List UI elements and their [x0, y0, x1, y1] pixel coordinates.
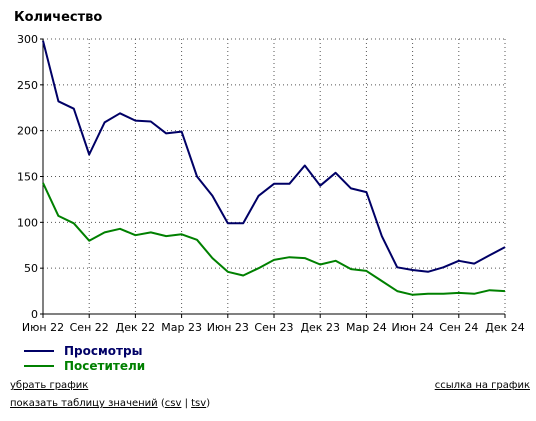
table-links: показать таблицу значений (csv | tsv)	[10, 398, 210, 409]
paren-open: (	[160, 398, 165, 409]
line-chart: 0 50 100 150 200 250 300 Июн 22 Сен 22 Дек 22 Мар …	[17, 33, 525, 334]
y-tick-label: 300	[17, 33, 38, 46]
paren-close: )	[206, 398, 211, 409]
x-tick-label: Июн 24	[392, 321, 434, 334]
y-tick-label: 100	[17, 216, 38, 229]
y-tick-label: 150	[17, 171, 38, 184]
chart-legend: Просмотры Посетители	[24, 343, 145, 373]
x-tick-label: Сен 22	[70, 321, 109, 334]
x-tick-label: Сен 23	[254, 321, 293, 334]
legend-swatch-views	[24, 349, 54, 352]
x-tick-label: Сен 24	[439, 321, 478, 334]
link-separator: |	[181, 398, 192, 409]
legend-label-visitors: Посетители	[64, 358, 146, 373]
y-tick-label: 0	[31, 308, 38, 321]
chart-title: Количество	[14, 10, 103, 25]
series-line-0	[42, 40, 506, 273]
x-tick-label: Июн 23	[207, 321, 249, 334]
x-tick-label: Дек 22	[116, 321, 156, 334]
x-tick-label: Июн 22	[22, 321, 64, 334]
x-tick-label: Дек 23	[300, 321, 340, 334]
y-tick-label: 50	[24, 262, 38, 275]
hide-chart-link[interactable]: убрать график	[10, 380, 89, 391]
csv-link[interactable]: csv	[164, 398, 182, 409]
tsv-link[interactable]: tsv	[191, 398, 207, 409]
x-tick-label: Дек 24	[485, 321, 525, 334]
series-line-1	[42, 182, 506, 296]
legend-item-views: Просмотры	[24, 343, 145, 358]
chart-permalink[interactable]: ссылка на график	[434, 380, 530, 391]
legend-swatch-visitors	[24, 364, 54, 367]
x-tick-label: Мар 23	[161, 321, 202, 334]
x-tick-label: Мар 24	[346, 321, 387, 334]
legend-item-visitors: Посетители	[24, 358, 145, 373]
show-table-link[interactable]: показать таблицу значений	[10, 398, 158, 409]
y-tick-label: 250	[17, 79, 38, 92]
legend-label-views: Просмотры	[64, 343, 143, 358]
y-tick-label: 200	[17, 125, 38, 138]
